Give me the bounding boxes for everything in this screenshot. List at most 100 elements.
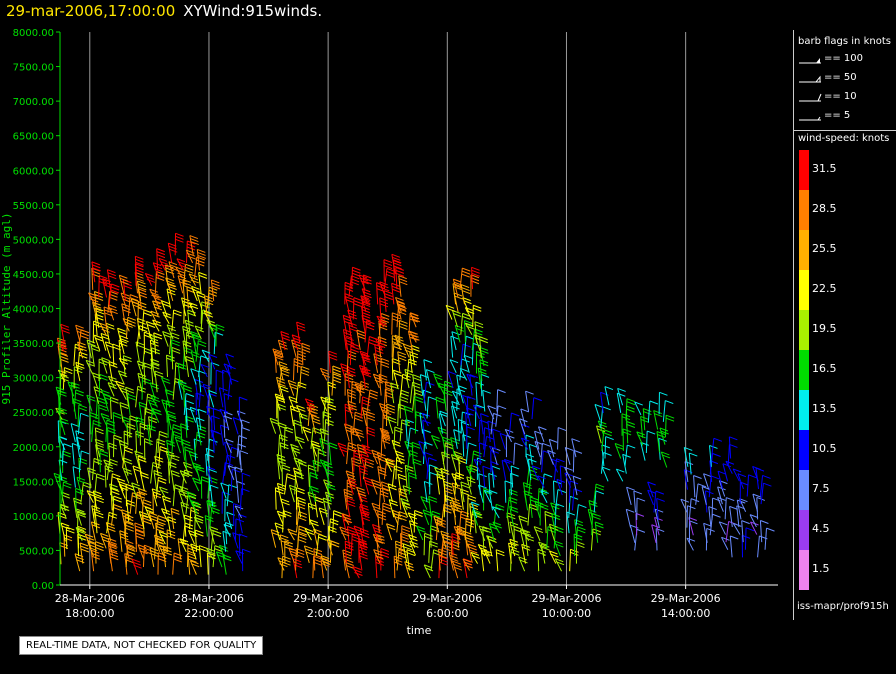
wind-barb <box>604 436 607 459</box>
barb-feather <box>395 269 405 274</box>
barb-feather <box>506 434 515 439</box>
barb-feather <box>312 446 322 451</box>
wind-barb <box>154 537 157 560</box>
wind-barb <box>737 473 744 490</box>
barb-feather <box>386 463 395 468</box>
barb-feather <box>362 399 371 404</box>
barb-feather <box>216 554 226 559</box>
wind-barb <box>520 408 526 427</box>
wind-barb <box>57 390 60 413</box>
barb-feather <box>362 410 372 414</box>
barb-feather <box>364 479 373 484</box>
barb-feather <box>312 459 322 464</box>
barb-feather <box>191 351 200 355</box>
barb-feather <box>167 291 176 296</box>
barb-feather <box>737 473 747 478</box>
wind-barb <box>452 310 458 328</box>
wind-barb <box>572 450 575 473</box>
wind-barb <box>152 300 159 317</box>
barb-feather <box>350 342 360 347</box>
barb-feather <box>380 493 389 498</box>
barb-feather <box>410 427 419 432</box>
barb-feather <box>228 484 238 489</box>
barb-feather <box>113 504 123 509</box>
wind-barb <box>376 282 379 305</box>
x-tick-time: 6:00:00 <box>426 607 468 620</box>
barb-feather <box>115 380 124 385</box>
barb-feather <box>452 503 462 508</box>
barb-feather <box>95 541 104 546</box>
barb-feather <box>143 520 152 525</box>
barb-feather <box>395 272 405 277</box>
barb-feather <box>278 422 287 427</box>
wind-barb <box>488 445 497 458</box>
barb-feather <box>138 294 148 299</box>
barb-feather <box>640 415 649 420</box>
wind-barb <box>363 477 370 495</box>
barb-feather <box>278 339 287 344</box>
barb-feather <box>684 446 693 451</box>
barb-feather <box>198 271 207 276</box>
barb-feather <box>288 382 298 387</box>
wind-barb <box>125 317 129 339</box>
wind-barb <box>483 549 491 564</box>
wind-barb <box>568 480 571 503</box>
wind-barb <box>179 486 187 499</box>
barb-feather <box>321 558 331 563</box>
wind-barb <box>414 396 416 419</box>
wind-barb <box>132 465 139 484</box>
wind-barb <box>108 443 111 465</box>
wind-barb <box>358 274 366 290</box>
barb-feather <box>122 298 131 303</box>
barb-feather <box>492 506 501 511</box>
wind-barb <box>310 427 314 449</box>
barb-flag-item: == 5 <box>794 107 896 126</box>
wind-barb <box>93 334 101 351</box>
wind-barb <box>379 403 386 419</box>
barb-feather <box>288 379 297 384</box>
barb-feather <box>436 399 445 404</box>
barb-feather <box>733 522 742 527</box>
wind-barb <box>100 390 108 405</box>
wind-barb <box>451 473 459 488</box>
barb-feather <box>372 452 381 457</box>
barb-feather <box>444 497 454 502</box>
wind-barb <box>303 545 310 564</box>
barb-feather <box>308 464 317 469</box>
barb-feather <box>343 488 353 493</box>
barb-feather <box>118 373 128 378</box>
barb-feather <box>135 528 144 533</box>
barb-feather <box>398 548 408 553</box>
barb-flag-label: == 5 <box>824 110 851 121</box>
barb-feather <box>296 439 305 444</box>
barb-feather <box>399 398 409 403</box>
barb-feather <box>374 359 383 364</box>
wind-barb <box>200 309 204 332</box>
barb-feather <box>189 454 199 459</box>
wind-barb <box>456 525 459 548</box>
wind-barb <box>478 485 484 503</box>
barb-feather <box>361 301 371 306</box>
wind-barb <box>194 530 198 552</box>
barb-feather <box>206 466 216 471</box>
barb-feather <box>296 324 306 329</box>
barb-feather <box>89 415 99 419</box>
barb-feather <box>201 476 210 481</box>
wind-barb <box>554 558 563 572</box>
wind-barb <box>688 452 692 475</box>
wind-barb <box>759 475 764 497</box>
barb-feather <box>594 403 604 408</box>
barb-feather <box>135 453 144 458</box>
barb-feather <box>99 275 108 279</box>
barb-feather <box>462 411 471 416</box>
barb-feather <box>64 367 73 372</box>
wind-barb <box>344 423 350 442</box>
barb-feather <box>479 346 489 351</box>
wind-barb <box>219 409 227 423</box>
barb-feather <box>288 531 297 536</box>
barb-feather <box>87 397 96 402</box>
barb-feather <box>77 528 87 533</box>
wind-barb <box>654 517 660 536</box>
barb-feather <box>199 545 208 550</box>
barb-feather <box>191 546 200 551</box>
